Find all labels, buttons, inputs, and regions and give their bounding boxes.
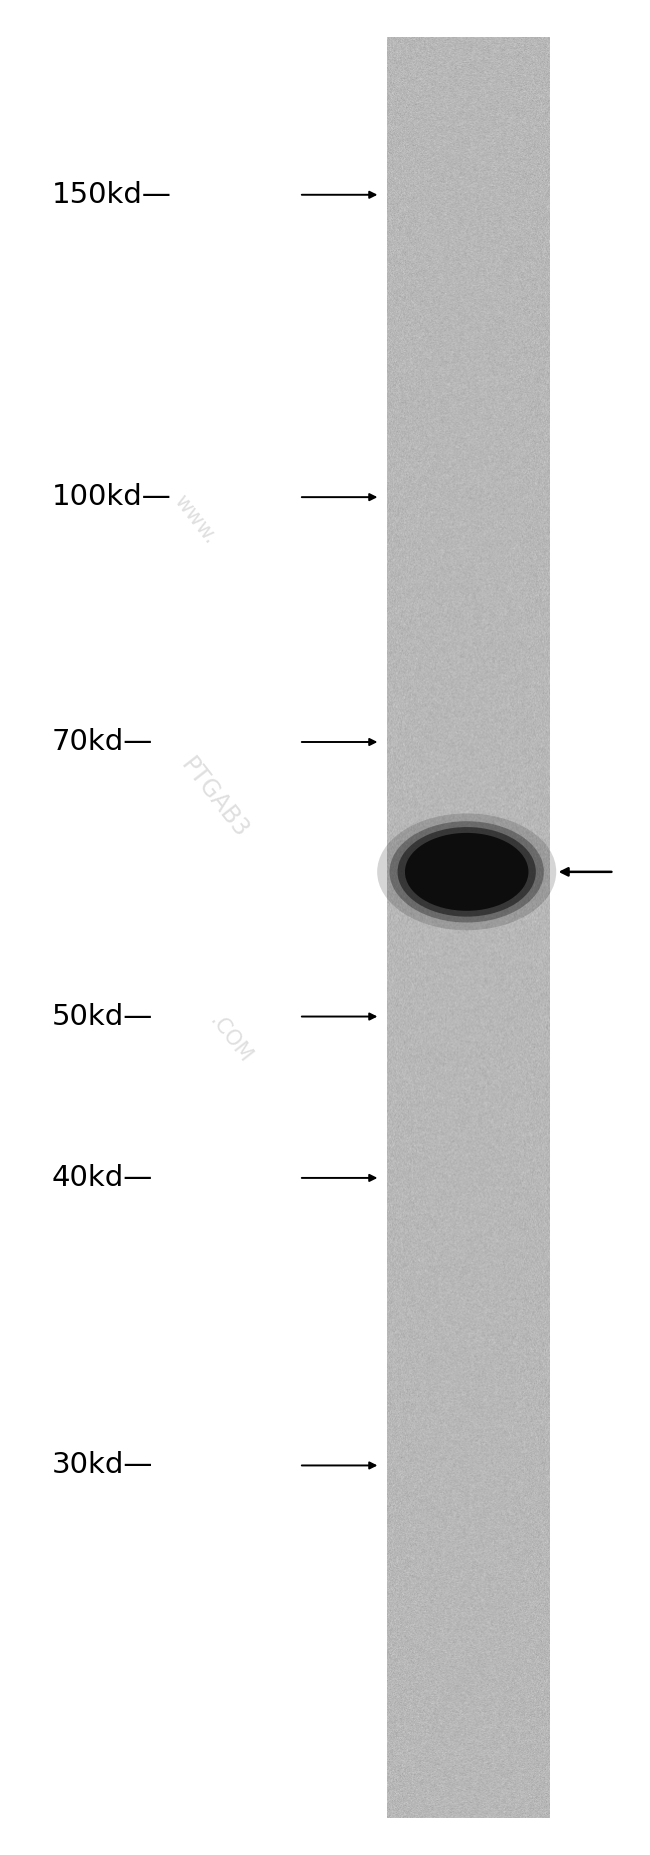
Text: 50kd—: 50kd— <box>52 1002 153 1031</box>
Ellipse shape <box>389 822 544 922</box>
Ellipse shape <box>405 833 528 911</box>
Text: .COM: .COM <box>206 1011 255 1067</box>
Text: 30kd—: 30kd— <box>52 1451 153 1480</box>
Text: www.: www. <box>170 492 220 547</box>
Text: 150kd—: 150kd— <box>52 180 172 210</box>
Ellipse shape <box>398 827 536 916</box>
Text: 100kd—: 100kd— <box>52 482 172 512</box>
Text: 40kd—: 40kd— <box>52 1163 153 1193</box>
Text: 70kd—: 70kd— <box>52 727 153 757</box>
Text: PTGAB3: PTGAB3 <box>176 753 253 842</box>
Ellipse shape <box>377 812 556 929</box>
